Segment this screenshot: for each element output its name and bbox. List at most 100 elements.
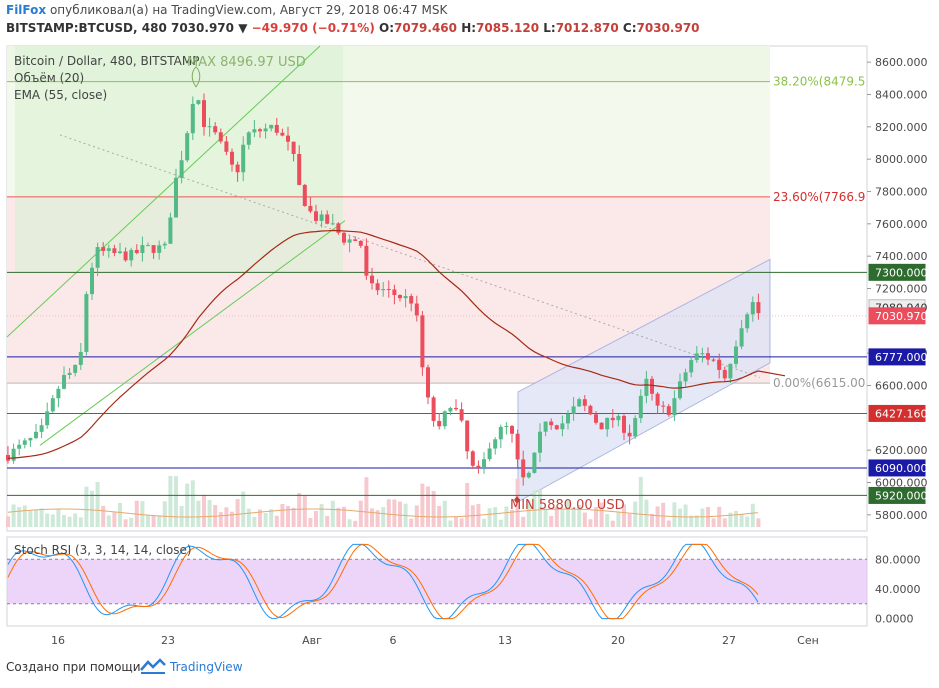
author-name[interactable]: FilFox: [6, 3, 47, 17]
volume-bar: [745, 516, 750, 527]
volume-bar: [538, 489, 542, 527]
volume-bar: [112, 512, 117, 527]
y-tick-label: 7600.000: [875, 218, 928, 231]
volume-ma-line: [7, 508, 759, 518]
volume-bar: [526, 500, 531, 527]
candle-body: [526, 472, 531, 478]
volume-bar: [633, 501, 638, 527]
volume-bar: [448, 520, 453, 527]
volume-bar: [190, 480, 195, 527]
candle-body: [734, 346, 738, 364]
price-label-box: [868, 459, 926, 477]
max-annotation: MAX 8496.97 USD: [187, 55, 306, 70]
candle-body: [84, 294, 89, 352]
candle-body: [286, 135, 290, 142]
candle-body: [426, 367, 430, 398]
volume-bar: [689, 515, 694, 527]
volume-bar: [342, 506, 346, 527]
volume-bar: [230, 511, 234, 527]
close-value: 7030.970: [636, 21, 700, 35]
candle-body: [375, 283, 380, 291]
candle-body: [504, 426, 509, 428]
volume-bar: [291, 507, 296, 527]
candle-body: [470, 451, 475, 466]
volume-bar: [370, 508, 374, 527]
volume-bar: [386, 499, 391, 527]
stoch-tick-label: 80.0000: [875, 553, 921, 566]
candle-body: [700, 353, 705, 355]
volume-bar: [459, 518, 464, 527]
legend-ema: EMA (55, close): [14, 88, 107, 102]
candle-body: [582, 399, 587, 406]
volume-bar: [118, 502, 122, 527]
tradingview-logo-icon[interactable]: [140, 657, 166, 675]
volume-bar: [207, 500, 212, 527]
candle-body: [67, 372, 72, 376]
volume-bar: [302, 495, 307, 527]
green-channel-upper: [6, 45, 321, 338]
volume-bar: [734, 510, 738, 527]
price-label-box: [868, 486, 926, 504]
price-label-box: [868, 263, 926, 281]
candle-body: [168, 217, 173, 244]
max-marker-icon: [191, 66, 201, 88]
candle-body: [22, 440, 27, 445]
volume-bar: [22, 505, 27, 527]
candle-body: [521, 459, 526, 478]
close-label: C:: [622, 21, 637, 35]
candle-body: [431, 397, 436, 421]
volume-bar: [297, 493, 302, 527]
volume-bar: [319, 503, 324, 527]
candle-body: [605, 417, 610, 430]
volume-bar: [56, 508, 61, 527]
candle-body: [151, 245, 156, 253]
candle-body: [599, 422, 604, 430]
volume-bar: [566, 499, 570, 527]
candle-body: [235, 164, 240, 173]
volume-bar: [521, 516, 526, 527]
volume-bar: [101, 505, 106, 527]
stoch-band: [7, 559, 867, 604]
volume-bar: [622, 504, 626, 527]
volume-bar: [650, 513, 654, 527]
candle-body: [381, 289, 386, 291]
volume-bar: [638, 476, 643, 527]
candle-body: [252, 129, 257, 133]
candle-body: [414, 303, 419, 316]
candle-body: [459, 409, 464, 421]
candle-body: [465, 420, 470, 452]
x-tick-label: 20: [611, 634, 625, 647]
green-highlight: [15, 46, 343, 273]
candle-body: [633, 418, 638, 437]
candle-body: [683, 372, 688, 382]
candle-body: [308, 205, 313, 212]
price-change: −49.970 (−0.71%): [251, 21, 375, 35]
tradingview-brand[interactable]: TradingView: [170, 660, 243, 674]
candle-body: [650, 378, 654, 394]
volume-bar: [672, 502, 677, 527]
candle-body: [95, 247, 100, 268]
candle-body: [739, 328, 744, 347]
price-label-text: 6777.000: [875, 351, 928, 364]
legend-stoch: Stoch RSI (3, 3, 14, 14, close): [14, 543, 192, 557]
candle-body: [263, 128, 268, 132]
candle-body: [56, 388, 61, 399]
candle-body: [330, 223, 335, 225]
candle-body: [409, 296, 414, 304]
volume-bar: [235, 499, 240, 527]
volume-bar: [694, 515, 699, 527]
candle-body: [101, 247, 106, 251]
volume-bar: [174, 476, 178, 527]
low-value: 7012.870: [555, 21, 619, 35]
candle-body: [398, 295, 402, 299]
volume-bar: [532, 490, 537, 527]
min-annotation: MIN 5880.00 USD: [510, 498, 625, 513]
candle-body: [196, 100, 201, 104]
candle-body: [627, 432, 632, 437]
volume-bar: [62, 514, 66, 527]
candle-body: [291, 141, 296, 154]
candle-body: [543, 421, 548, 432]
price-chart[interactable]: 8600.000 8400.000 8200.000 8000.000 7800.000…: [0, 44, 939, 656]
fib-label: 38.20%(8479.5: [773, 75, 865, 89]
volume-bar: [90, 490, 94, 527]
